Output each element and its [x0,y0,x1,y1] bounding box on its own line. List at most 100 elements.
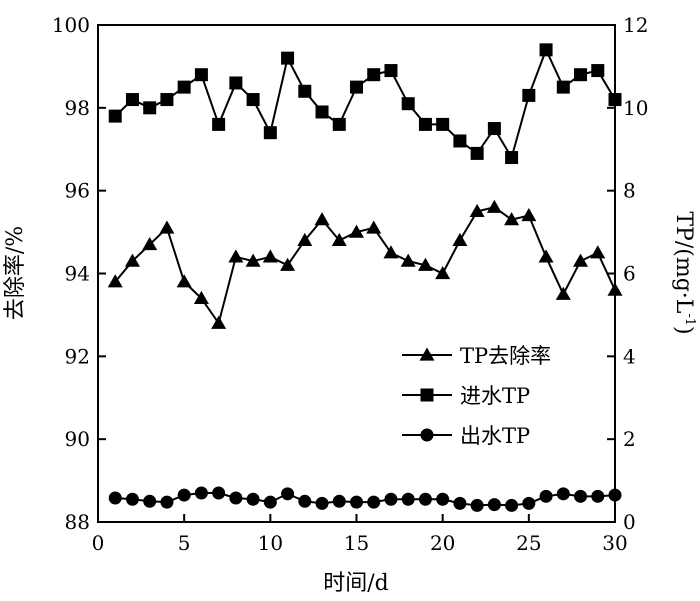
right-y-axis-title-close: ) [671,326,696,335]
x-tick-label: 15 [344,531,369,555]
data-point-triangle [349,224,364,238]
legend-marker-square [420,388,434,402]
data-point-triangle [228,249,244,263]
left-y-tick-label: 96 [65,179,90,203]
data-point-triangle [521,208,537,222]
right-y-axis-title-sup: -1 [682,313,697,326]
data-point-circle [522,496,536,510]
data-point-square [453,134,467,148]
data-point-circle [160,495,174,509]
right-y-tick-label: 4 [623,344,636,368]
legend-item-square: 进水TP [402,384,530,408]
data-point-square [487,122,501,136]
legend-item-circle: 出水TP [402,424,530,448]
data-point-square [160,93,174,107]
data-point-circle [212,486,226,500]
left-y-tick-label: 88 [65,510,90,534]
legend-label: 进水TP [460,384,530,408]
data-point-square [350,80,363,94]
data-point-square [470,146,484,160]
data-point-square [436,117,450,131]
data-point-circle [350,495,363,509]
data-point-circle [574,489,588,503]
right-y-tick-label: 8 [623,179,636,203]
data-point-triangle [124,253,140,267]
right-y-tick-label: 10 [623,96,648,120]
data-point-circle [229,491,243,505]
right-y-tick-label: 12 [623,13,648,37]
data-point-square [229,76,243,90]
data-point-circle [505,498,519,512]
data-point-circle [384,492,398,506]
data-point-triangle [193,290,209,304]
right-y-tick-label: 6 [623,262,636,286]
x-tick-label: 25 [516,531,541,555]
axis-ticks: 0 5 10 15 20 25 30 88 90 92 94 96 98 100 0 2 4 6 8 10 12 [52,13,649,555]
data-point-triangle [504,212,520,226]
series-circle [108,486,622,512]
series-triangle [107,199,623,329]
legend-marker-circle [420,428,434,442]
data-point-circle [591,489,605,503]
data-point-circle [246,492,260,506]
data-point-circle [332,494,346,508]
plot-series [107,43,623,512]
data-point-triangle [469,203,485,217]
data-point-square [522,88,536,102]
data-point-square [367,68,381,82]
data-point-circle [143,494,157,508]
series-square [108,43,622,165]
x-tick-label: 10 [258,531,283,555]
data-point-triangle [400,253,416,267]
data-point-circle [298,494,312,508]
legend-marker-triangle [419,347,435,361]
data-point-circle [108,491,122,505]
data-point-circle [470,498,484,512]
data-point-triangle [262,249,278,263]
data-point-triangle [159,220,175,234]
left-y-tick-label: 98 [65,96,90,120]
data-point-square [332,117,346,131]
data-point-square [401,97,415,111]
data-point-square [143,101,157,115]
right-y-tick-label: 0 [623,510,636,534]
data-point-square [574,68,588,82]
right-y-tick-label: 2 [623,427,636,451]
data-point-circle [556,487,570,501]
data-point-triangle [590,245,606,259]
data-point-triangle [452,232,468,246]
data-point-circle [177,488,191,502]
data-point-circle [263,495,277,509]
left-y-tick-label: 92 [65,344,90,368]
legend-label: 出水TP [460,424,530,448]
data-point-circle [125,492,139,506]
left-y-tick-label: 100 [52,13,90,37]
data-point-triangle [383,245,399,259]
data-point-circle [401,492,415,506]
data-point-square [315,105,329,119]
data-point-square [505,151,519,165]
data-point-triangle [366,220,382,234]
data-point-square [591,64,605,78]
data-point-square [418,117,432,131]
data-point-square [263,126,277,140]
data-point-triangle [176,274,192,288]
data-point-circle [418,492,432,506]
data-point-triangle [107,274,123,288]
data-point-square [298,84,312,98]
left-y-tick-label: 94 [65,262,90,286]
x-tick-label: 20 [430,531,455,555]
x-axis-title: 时间/d [323,571,389,596]
series-line-triangle [114,206,616,326]
data-point-triangle [280,257,296,271]
data-point-square [194,68,208,82]
data-point-square [384,64,398,78]
x-tick-label: 0 [92,531,105,555]
plot-frame [97,24,616,523]
data-point-triangle [297,232,313,246]
data-point-square [539,43,553,57]
data-point-triangle [435,266,451,280]
x-tick-label: 5 [178,531,191,555]
